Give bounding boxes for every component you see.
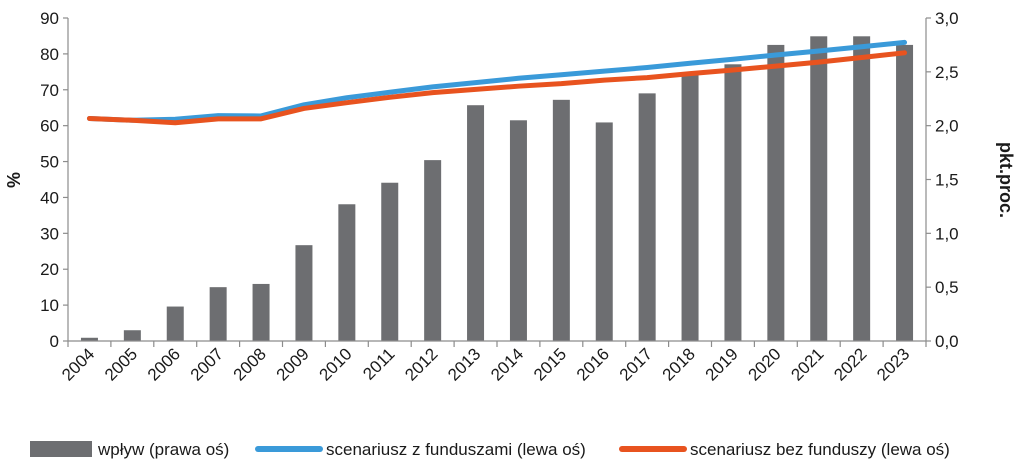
left-axis-ticks: 0 10 20 30 40 50 60 70 80 90 (40, 9, 68, 351)
bar (810, 36, 828, 341)
x-tick-label: 2017 (616, 344, 656, 384)
left-axis-title: % (4, 172, 24, 188)
series-line (86, 39, 908, 123)
right-tick-label: 1,5 (935, 171, 959, 190)
bar (467, 105, 485, 342)
bar (896, 44, 914, 342)
x-tick-label: 2005 (101, 344, 141, 384)
x-tick-label: 2021 (787, 344, 827, 384)
bar (209, 287, 227, 341)
left-tick-label: 20 (40, 260, 59, 279)
left-tick-label: 10 (40, 296, 59, 315)
x-tick-label: 2014 (487, 344, 527, 384)
x-tick-label: 2013 (444, 344, 484, 384)
lines-layer (86, 39, 908, 126)
left-tick-label: 80 (40, 45, 59, 64)
x-tick-label: 2012 (401, 344, 441, 384)
bar (252, 283, 270, 341)
right-tick-label: 0,0 (935, 332, 959, 351)
x-tick-label: 2011 (359, 344, 398, 383)
x-tick-label: 2016 (573, 344, 613, 384)
legend-swatch (30, 441, 92, 457)
bar (123, 330, 141, 341)
bar (424, 160, 442, 341)
left-tick-label: 40 (40, 188, 59, 207)
x-tick-label: 2007 (187, 344, 227, 384)
x-tick-label: 2015 (530, 344, 570, 384)
x-tick-label: 2006 (144, 344, 184, 384)
right-tick-label: 2,5 (935, 63, 959, 82)
left-tick-label: 0 (50, 332, 59, 351)
left-tick-label: 60 (40, 117, 59, 136)
x-tick-label: 2018 (659, 344, 699, 384)
legend-label: scenariusz z funduszami (lewa oś) (326, 440, 586, 459)
right-tick-label: 0,5 (935, 278, 959, 297)
x-tick-label: 2020 (744, 344, 784, 384)
x-tick-label: 2019 (702, 344, 742, 384)
left-tick-label: 70 (40, 81, 59, 100)
left-tick-label: 90 (40, 9, 59, 28)
bar (595, 122, 613, 341)
bar (166, 306, 184, 341)
x-axis-ticks: 2004 2005 2006 2007 2008 2009 2010 2011 2012 2013… (58, 341, 927, 385)
bar (767, 44, 785, 342)
bar (509, 120, 527, 342)
bar (552, 99, 570, 342)
bar (853, 36, 871, 341)
bar (681, 75, 699, 342)
bars-layer (80, 36, 914, 342)
legend-label: wpływ (prawa oś) (97, 440, 229, 459)
legend-label: scenariusz bez funduszy (lewa oś) (690, 440, 950, 459)
right-axis-title: pkt.proc. (996, 142, 1016, 218)
left-tick-label: 30 (40, 224, 59, 243)
x-tick-label: 2004 (58, 344, 98, 384)
x-tick-label: 2022 (830, 344, 870, 384)
right-axis-ticks: 0,0 0,5 1,0 1,5 2,0 2,5 3,0 (926, 9, 959, 351)
bar (638, 93, 656, 341)
bar (338, 204, 356, 341)
right-tick-label: 2,0 (935, 117, 959, 136)
series-line (86, 50, 908, 126)
legend: wpływ (prawa oś) scenariusz z funduszami … (30, 440, 950, 459)
x-tick-label: 2010 (315, 344, 355, 384)
x-tick-label: 2008 (230, 344, 270, 384)
bar (381, 182, 399, 341)
bar (80, 337, 98, 341)
x-tick-label: 2023 (873, 344, 913, 384)
x-tick-label: 2009 (273, 344, 313, 384)
bar (295, 245, 313, 341)
left-tick-label: 50 (40, 153, 59, 172)
right-tick-label: 3,0 (935, 9, 959, 28)
right-tick-label: 1,0 (935, 224, 959, 243)
bar (724, 64, 742, 342)
